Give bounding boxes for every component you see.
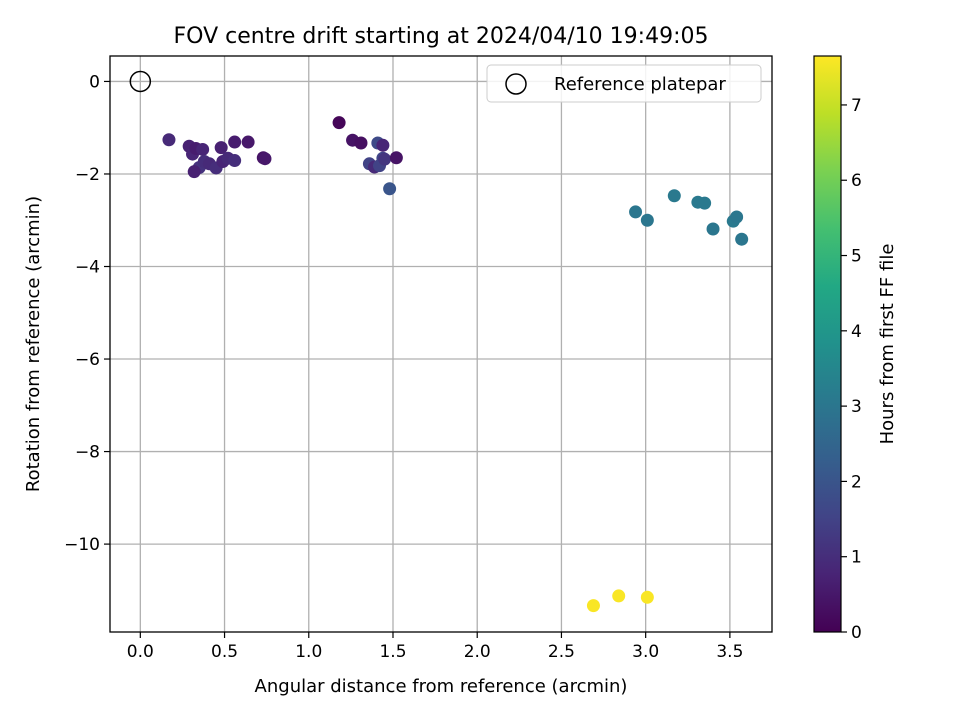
colorbar-tick-label: 4: [851, 322, 862, 342]
x-tick-label: 2.0: [464, 642, 491, 662]
data-point: [332, 116, 346, 130]
x-tick-label: 1.0: [295, 642, 322, 662]
data-point: [706, 222, 720, 236]
data-point: [228, 154, 242, 168]
data-point: [735, 232, 749, 246]
colorbar-tick-label: 3: [851, 397, 862, 417]
data-point: [162, 133, 176, 147]
data-point: [214, 141, 228, 155]
colorbar-tick-label: 2: [851, 472, 862, 492]
grid-lines: [110, 56, 772, 632]
data-point: [354, 136, 368, 150]
x-tick-label: 0.0: [127, 642, 154, 662]
data-point: [187, 165, 201, 179]
colorbar-gradient: [813, 55, 842, 633]
chart-title: FOV centre drift starting at 2024/04/10 …: [174, 24, 709, 49]
data-point: [698, 196, 712, 210]
colorbar-tick-label: 5: [851, 247, 862, 267]
data-point: [389, 151, 403, 165]
y-tick-label: −2: [75, 165, 100, 185]
colorbar-tick-label: 6: [851, 171, 862, 191]
legend-label: Reference platepar: [554, 74, 726, 95]
data-point: [241, 135, 255, 149]
data-point: [378, 152, 392, 166]
data-point: [258, 152, 272, 166]
x-tick-label: 3.5: [716, 642, 743, 662]
plot-frame: [109, 55, 773, 633]
x-tick-label: 3.0: [632, 642, 659, 662]
y-tick-label: 0: [89, 72, 100, 92]
colorbar-tick-label: 1: [851, 548, 862, 568]
data-point: [640, 213, 654, 227]
x-axis-ticks: 0.0 0.5 1.0 1.5 2.0 2.5 3.0 3.5: [127, 632, 743, 662]
y-tick-label: −6: [75, 350, 100, 370]
colorbar-tick-label: 0: [851, 623, 862, 643]
y-axis-ticks: 0 −2 −4 −6 −8 −10: [64, 72, 110, 555]
legend: Reference platepar: [486, 64, 762, 103]
data-point: [640, 590, 654, 604]
data-point: [586, 599, 600, 613]
x-tick-label: 1.5: [379, 642, 406, 662]
data-point: [383, 182, 397, 196]
data-point: [730, 210, 744, 224]
y-axis-label: Rotation from reference (arcmin): [23, 196, 44, 492]
y-tick-label: −8: [75, 443, 100, 463]
colorbar-label: Hours from first FF file: [877, 244, 898, 445]
data-point: [376, 138, 390, 152]
reference-marker-group: [129, 70, 152, 93]
data-points: [162, 116, 749, 613]
x-tick-label: 2.5: [548, 642, 575, 662]
data-point: [629, 205, 643, 219]
reference-marker: [129, 70, 152, 93]
x-axis-label: Angular distance from reference (arcmin): [255, 676, 628, 697]
legend-box: [486, 64, 762, 103]
y-tick-label: −4: [75, 258, 100, 278]
x-tick-label: 0.5: [211, 642, 238, 662]
legend-marker: [505, 73, 527, 95]
data-point: [612, 589, 626, 603]
y-tick-label: −10: [64, 535, 100, 555]
data-point: [228, 135, 242, 149]
colorbar: 0 1 2 3 4 5 6 7 Hours from first FF file: [813, 55, 898, 643]
data-point: [196, 142, 210, 156]
colorbar-tick-label: 7: [851, 96, 862, 116]
colorbar-ticks: 0 1 2 3 4 5 6 7: [841, 96, 862, 643]
data-point: [667, 189, 681, 203]
